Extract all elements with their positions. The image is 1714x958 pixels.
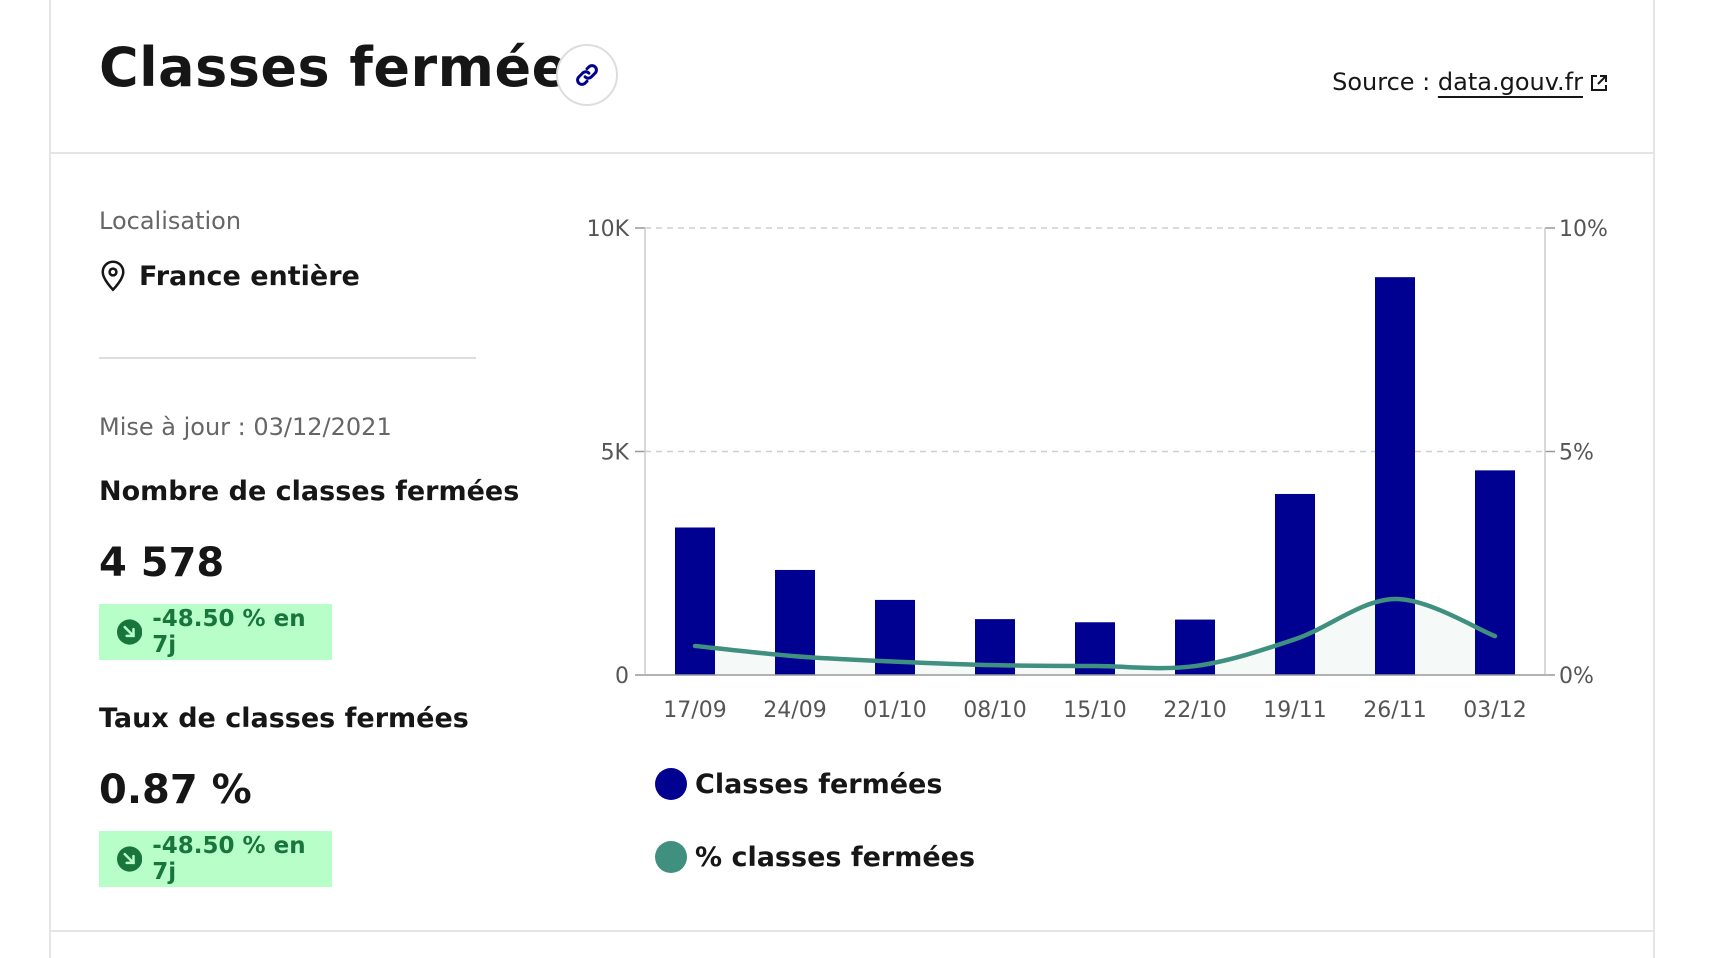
x-tick-label: 01/10 [863,698,926,723]
legend-item-line[interactable]: % classes fermées [655,841,975,873]
x-tick-label: 26/11 [1363,698,1426,723]
legend-item-bars[interactable]: Classes fermées [655,768,942,800]
source-prefix: Source : [1332,68,1438,96]
copy-link-button[interactable] [556,44,618,106]
indicator-card [49,0,1655,958]
bar-26-11 [1375,277,1415,675]
location-value: France entière [139,260,360,292]
metric-count-trend-badge: -48.50 % en 7j [99,604,332,660]
arrow-down-right-icon [117,619,143,645]
source-line: Source : data.gouv.fr [1332,68,1609,96]
metric-rate-trend-badge: -48.50 % en 7j [99,831,332,887]
map-pin-icon [101,260,125,292]
header-divider [49,152,1655,154]
x-tick-label: 22/10 [1163,698,1226,723]
metric-rate-value: 0.87 % [99,767,252,813]
x-tick-label: 17/09 [663,698,726,723]
metric-rate-trend: -48.50 % en 7j [152,833,306,885]
legend-swatch-bars [655,768,687,800]
external-link-icon [1591,75,1607,91]
x-tick-label: 24/09 [763,698,826,723]
source-link[interactable]: data.gouv.fr [1438,68,1609,96]
rate-line [692,596,1498,671]
y-left-tick-label: 10K [587,217,630,242]
y-right-tick-label: 5% [1559,441,1594,466]
x-tick-label: 03/12 [1463,698,1526,723]
y-left-tick-label: 5K [601,441,630,466]
legend-label-bars: Classes fermées [695,768,943,800]
page-title: Classes fermées [99,36,602,99]
footer-divider [49,930,1655,932]
closed-classes-chart: 0 0% 5K 5% 10K 10% 17/09 24/09 01/10 08/10 15/10 22… [587,217,1608,723]
legend-swatch-line [655,841,687,873]
legend-label-line: % classes fermées [695,841,976,873]
metric-count-label: Nombre de classes fermées [99,476,520,507]
source-link-text: data.gouv.fr [1437,68,1583,96]
arrow-down-right-icon [117,846,143,872]
update-date: Mise à jour : 03/12/2021 [99,413,392,441]
bar-17-09 [675,527,715,675]
x-tick-label: 19/11 [1263,698,1326,723]
location-selector[interactable]: France entière [99,260,360,292]
bar-03-12 [1475,470,1515,675]
metric-rate-label: Taux de classes fermées [99,703,469,734]
y-right-tick-label: 10% [1559,217,1608,242]
x-tick-label: 15/10 [1063,698,1126,723]
bar-19-11 [1275,493,1315,675]
y-left-tick-label: 0 [615,664,629,689]
y-right-tick-label: 0% [1559,664,1594,689]
left-divider [99,357,476,359]
link-icon [576,64,598,86]
location-label: Localisation [99,207,242,235]
metric-count-trend: -48.50 % en 7j [152,606,306,658]
metric-count-value: 4 578 [99,540,225,586]
x-tick-label: 08/10 [963,698,1026,723]
